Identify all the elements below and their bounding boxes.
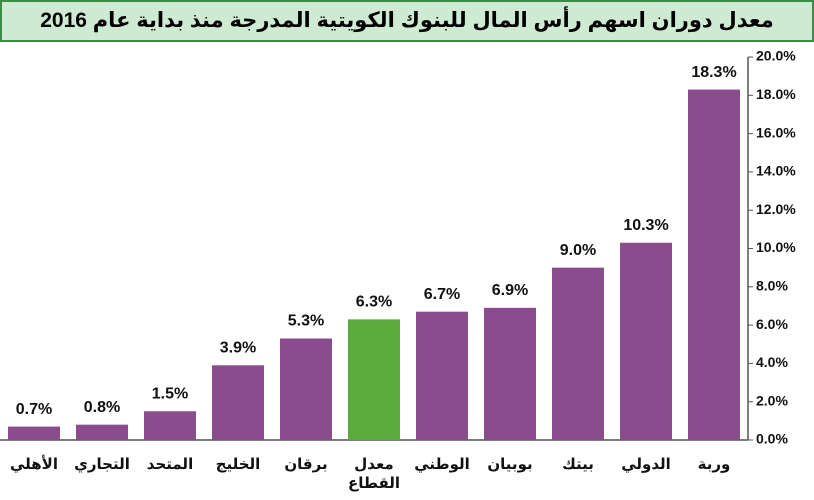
x-tick-label: برقان [284,456,328,473]
bar [8,426,60,440]
x-tick-label: الوطني [414,456,470,473]
chart-title: معدل دوران اسهم رأس المال للبنوك الكويتي… [0,0,814,42]
value-label: 9.0% [560,242,596,259]
y-tick-label: 10.0% [756,239,796,255]
y-tick-label: 14.0% [756,163,796,179]
value-label: 6.7% [424,286,460,303]
bar [280,338,332,440]
bar [688,89,740,441]
value-label: 0.8% [84,399,120,416]
x-tick-label: الدولي [621,456,671,473]
bar [212,365,264,440]
x-tick-label: وربة [697,456,731,473]
bar [144,411,196,440]
value-label: 18.3% [691,64,736,81]
bar [416,311,468,440]
x-tick-label: بوبيان [487,456,533,473]
bar [552,267,604,440]
value-label: 3.9% [220,340,256,357]
y-tick-label: 2.0% [756,392,788,408]
y-tick-label: 0.0% [756,431,788,447]
y-tick-label: 18.0% [756,86,796,102]
y-tick-label: 8.0% [756,278,788,294]
value-label: 6.9% [492,282,528,299]
y-tick-label: 6.0% [756,316,788,332]
x-tick-label: التجاري [74,456,130,473]
x-tick-label: معدل القطاع [347,456,401,492]
value-label: 5.3% [288,313,324,330]
value-label: 0.7% [16,401,52,418]
y-tick-label: 20.0% [756,48,796,64]
bar [348,319,400,440]
x-tick-label: الأهلي [9,456,58,473]
bar [484,307,536,440]
x-tick-label: بيتك [562,456,594,473]
x-tick-label: المتحد [146,456,194,473]
value-label: 1.5% [152,385,188,402]
y-tick-label: 4.0% [756,354,788,370]
bar [620,242,672,440]
y-tick-label: 16.0% [756,124,796,140]
bar [76,424,128,440]
value-label: 6.3% [356,294,392,311]
x-tick-label: الخليج [215,456,261,473]
value-label: 10.3% [623,217,668,234]
y-tick-label: 12.0% [756,201,796,217]
